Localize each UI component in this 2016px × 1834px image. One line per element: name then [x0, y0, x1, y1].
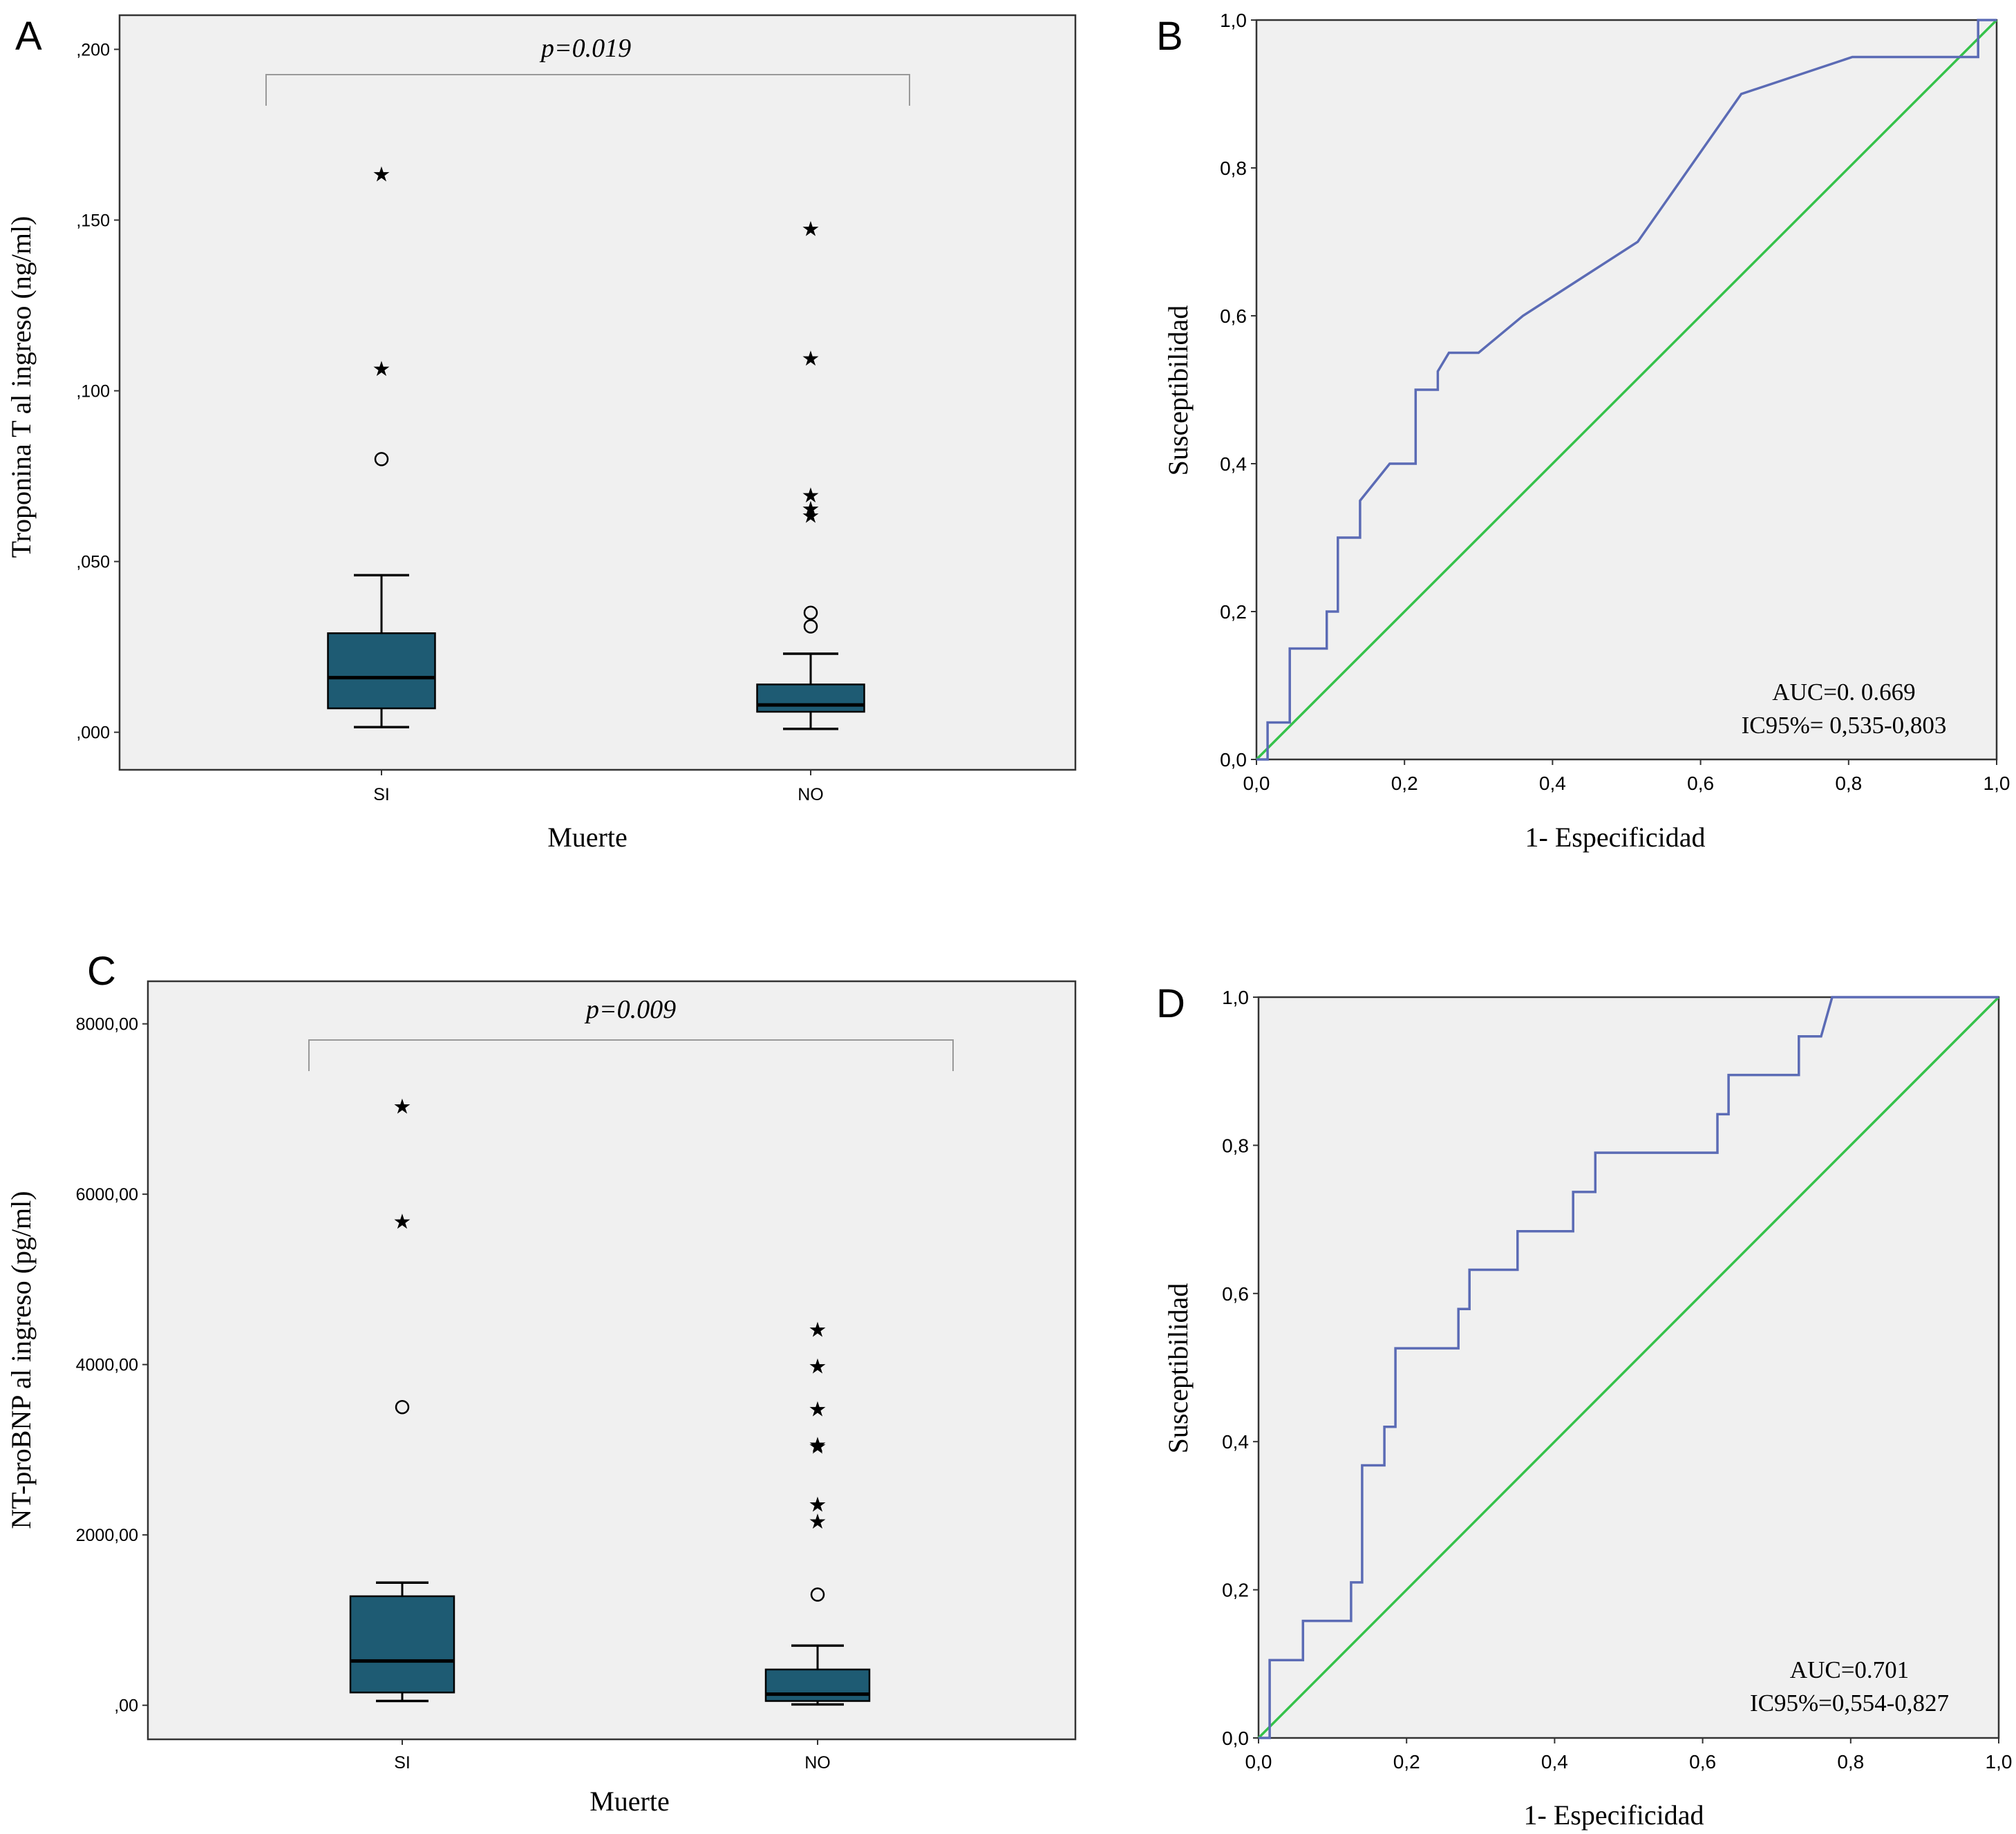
- y-tick-label: 8000,00: [76, 1015, 138, 1034]
- box: [327, 632, 436, 710]
- panel-a: ,000,050,100,150,200SI★★NO★★★★★p=0.019Mu…: [6, 14, 1077, 853]
- reference-line: [1257, 996, 2000, 1739]
- x-tick-label: 0,4: [1539, 773, 1566, 794]
- auc-label: AUC=0. 0.669: [1772, 679, 1915, 706]
- ci-label: IC95%=0,554-0,827: [1750, 1690, 1949, 1717]
- box: [349, 1595, 455, 1694]
- x-tick-label: 1,0: [1984, 773, 2010, 794]
- y-tick-label: 0,0: [1220, 749, 1247, 771]
- x-axis-title: 1- Especificidad: [1524, 1799, 1704, 1831]
- panel-letter: D: [1156, 981, 1185, 1026]
- y-tick-label: ,200: [76, 40, 110, 59]
- y-tick-label: 0,8: [1222, 1135, 1249, 1156]
- outlier-circle: [810, 1587, 825, 1602]
- x-tick-label: 0,6: [1689, 1751, 1716, 1772]
- outlier-circle: [374, 452, 389, 466]
- x-tick-label: 0,8: [1837, 1751, 1864, 1772]
- y-tick-label: 0,2: [1220, 601, 1247, 623]
- y-tick-label: 0,6: [1220, 305, 1247, 327]
- y-tick-label: 0,4: [1222, 1431, 1249, 1453]
- panel-c: ,002000,004000,006000,008000,00SI★★NO★★★…: [6, 949, 1077, 1817]
- panel-d: 0,00,0 0,2 0,2 0,4 0,4 0,6 0,6 0,8 0,8 1,0 1,0 AUC=…: [1156, 981, 2012, 1831]
- plot-area: [118, 14, 1077, 771]
- x-tick-label: SI: [373, 785, 390, 804]
- y-tick-label: 0,4: [1220, 453, 1247, 475]
- x-axis-title: Muerte: [547, 822, 628, 853]
- x-tick-label: 0,2: [1391, 773, 1418, 794]
- x-tick-label: 0,2: [1393, 1751, 1420, 1772]
- outlier-star: ★: [802, 217, 820, 241]
- outlier-star: ★: [802, 484, 820, 508]
- significance-bracket: [265, 74, 910, 106]
- x-tick-label: 0,6: [1687, 773, 1714, 794]
- y-tick-label: ,150: [76, 211, 110, 230]
- x-tick-label: NO: [798, 785, 824, 804]
- outlier-circle: [803, 605, 818, 620]
- outlier-star: ★: [393, 1210, 412, 1234]
- outlier-star: ★: [809, 1433, 827, 1457]
- outlier-star: ★: [373, 357, 391, 381]
- y-tick-label: ,00: [114, 1696, 138, 1716]
- panel-letter: C: [87, 949, 116, 994]
- x-tick-label: 0,4: [1541, 1751, 1568, 1772]
- outlier-star: ★: [809, 1510, 827, 1534]
- box: [756, 683, 865, 713]
- outlier-star: ★: [809, 1318, 827, 1343]
- outlier-star: ★: [802, 347, 820, 371]
- x-tick-label: 0,8: [1835, 773, 1862, 794]
- roc-curve: [1256, 19, 1997, 761]
- outlier-star: ★: [809, 1435, 827, 1459]
- y-tick-label: ,000: [76, 724, 110, 743]
- panel-b: 0,00,0 0,2 0,2 0,4 0,4 0,6 0,6 0,8 0,8 1,0 1,0 AUC=…: [1156, 10, 2010, 853]
- y-tick-label: 1,0: [1222, 987, 1249, 1008]
- box: [764, 1668, 871, 1702]
- y-tick-label: 6000,00: [76, 1185, 138, 1204]
- y-tick-label: 0,2: [1222, 1580, 1249, 1601]
- x-axis-title: 1- Especificidad: [1525, 822, 1706, 853]
- outlier-circle: [395, 1400, 410, 1415]
- plot-area: [147, 980, 1077, 1741]
- outlier-star: ★: [809, 1355, 827, 1379]
- outlier-star: ★: [393, 1095, 412, 1119]
- outlier-star: ★: [802, 504, 820, 528]
- x-tick-label: 0,0: [1245, 1751, 1272, 1772]
- y-tick-label: 2000,00: [76, 1526, 138, 1545]
- y-axis-title: Susceptibilidad: [1162, 305, 1194, 476]
- y-tick-label: 1,0: [1220, 10, 1247, 31]
- roc-curve: [1259, 996, 1999, 1739]
- y-tick-label: 0,0: [1222, 1728, 1249, 1749]
- y-tick-label: 4000,00: [76, 1356, 138, 1375]
- p-value-label: p=0.019: [539, 34, 631, 63]
- outlier-star: ★: [373, 162, 391, 187]
- x-tick-label: SI: [394, 1753, 411, 1772]
- y-axis-title: Troponina T al ingreso (ng/ml): [6, 216, 37, 558]
- reference-line: [1255, 19, 1998, 761]
- y-tick-label: ,100: [76, 382, 110, 401]
- x-tick-label: 0,0: [1243, 773, 1270, 794]
- x-axis-title: Muerte: [590, 1786, 670, 1817]
- y-tick-label: ,050: [76, 553, 110, 572]
- ci-label: IC95%= 0,535-0,803: [1742, 712, 1947, 739]
- x-tick-label: NO: [804, 1753, 831, 1772]
- outlier-circle: [803, 619, 818, 634]
- auc-label: AUC=0.701: [1790, 1656, 1909, 1683]
- p-value-label: p=0.009: [584, 995, 676, 1024]
- outlier-star: ★: [809, 1493, 827, 1517]
- panel-letter: B: [1156, 14, 1183, 59]
- y-axis-title: Susceptibilidad: [1162, 1283, 1194, 1454]
- x-tick-label: 1,0: [1986, 1751, 2013, 1772]
- outlier-star: ★: [809, 1397, 827, 1421]
- y-axis-title: NT-proBNP al ingreso (pg/ml): [6, 1191, 37, 1529]
- significance-bracket: [308, 1039, 954, 1071]
- panel-letter: A: [15, 14, 42, 59]
- outlier-star: ★: [802, 498, 820, 522]
- y-tick-label: 0,6: [1222, 1283, 1249, 1305]
- y-tick-label: 0,8: [1220, 158, 1247, 179]
